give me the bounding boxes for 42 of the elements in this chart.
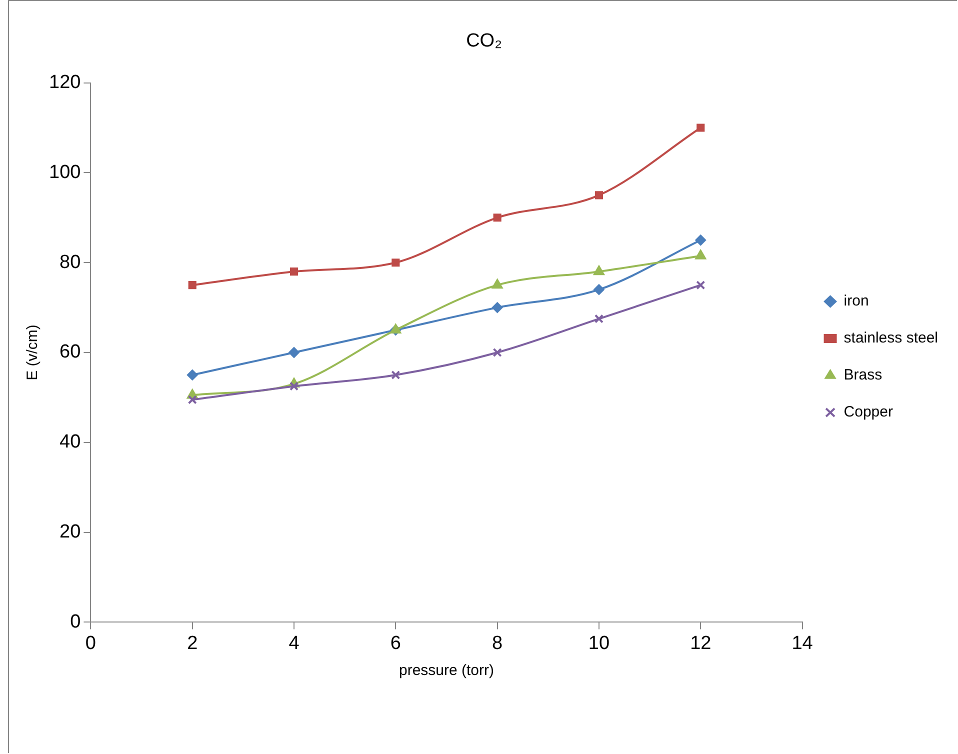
- point: [696, 280, 706, 290]
- x-tick-label: 12: [690, 632, 712, 654]
- x-axis-title: pressure (torr): [398, 662, 494, 680]
- x-tick-label: 4: [288, 632, 300, 654]
- x-tick-label: 8: [492, 632, 503, 654]
- point: [694, 249, 706, 260]
- x-tick-label: 2: [187, 632, 198, 654]
- point: [593, 265, 605, 276]
- legend-label: stainless steel: [844, 330, 938, 347]
- point: [290, 268, 298, 276]
- x-tick-label: 6: [390, 632, 401, 654]
- point: [492, 278, 504, 289]
- y-tick-label: 100: [49, 162, 81, 183]
- legend-label: Copper: [844, 404, 893, 421]
- y-tick-label: 120: [49, 72, 81, 94]
- legend-label: iron: [844, 292, 869, 310]
- point: [392, 258, 400, 267]
- point: [288, 347, 300, 358]
- point: [593, 284, 604, 296]
- x-tick-label: 10: [588, 632, 610, 654]
- point: [493, 214, 502, 222]
- point: [188, 395, 197, 404]
- point: [289, 382, 299, 391]
- point: [492, 302, 503, 314]
- y-axis-title: E (v/cm): [24, 324, 42, 380]
- point: [186, 369, 198, 380]
- chart-title: CO₂: [466, 30, 502, 52]
- y-tick-label: 60: [60, 342, 81, 363]
- y-tick-label: 80: [60, 252, 81, 273]
- y-tick-label: 20: [60, 522, 81, 543]
- x-tick-label: 14: [792, 632, 814, 654]
- y-tick-label: 0: [70, 611, 81, 632]
- point: [696, 124, 705, 132]
- point: [188, 281, 196, 290]
- point: [695, 234, 706, 246]
- point: [594, 191, 604, 200]
- point: [391, 370, 400, 380]
- point: [492, 348, 502, 358]
- y-tick-label: 40: [60, 432, 81, 453]
- legend-label: Brass: [844, 366, 882, 384]
- x-tick-label: 0: [85, 632, 96, 654]
- point: [594, 314, 604, 324]
